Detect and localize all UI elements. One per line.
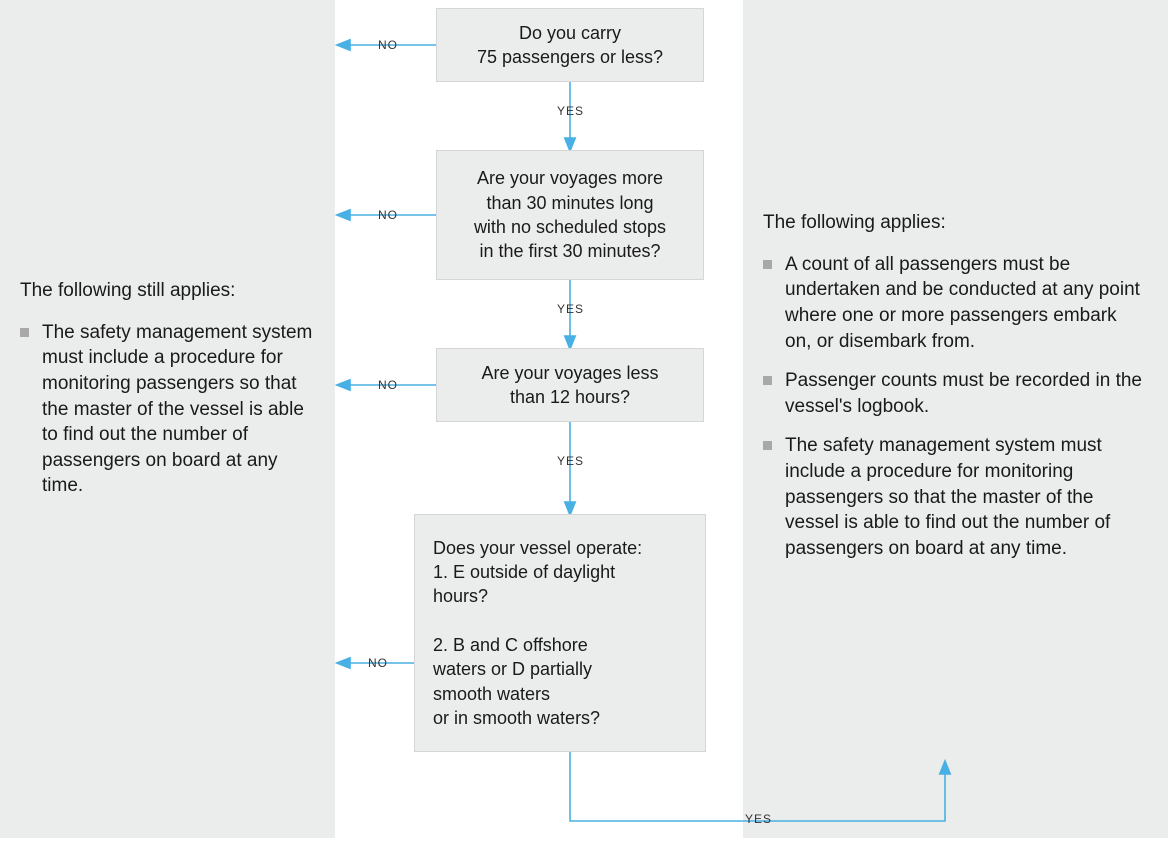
edge-label-no: NO [368, 656, 388, 670]
decision-q1: Do you carry75 passengers or less? [436, 8, 704, 82]
right-panel-item: The safety management system must includ… [763, 433, 1148, 561]
decision-q3: Are your voyages lessthan 12 hours? [436, 348, 704, 422]
right-panel-heading: The following applies: [763, 210, 1148, 236]
edge-label-yes: YES [557, 302, 584, 316]
decision-q2: Are your voyages morethan 30 minutes lon… [436, 150, 704, 280]
left-panel: The following still applies: The safety … [0, 0, 335, 838]
edge-label-no: NO [378, 208, 398, 222]
decision-text: Do you carry75 passengers or less? [477, 21, 663, 70]
decision-text: Are your voyages lessthan 12 hours? [481, 361, 658, 410]
right-panel: The following applies: A count of all pa… [743, 0, 1168, 838]
edge-label-yes: YES [745, 812, 772, 826]
edge-label-no: NO [378, 378, 398, 392]
left-panel-list: The safety management system must includ… [20, 320, 315, 499]
right-panel-item: A count of all passengers must be undert… [763, 252, 1148, 355]
decision-q4: Does your vessel operate:1. E outside of… [414, 514, 706, 752]
edge-label-no: NO [378, 38, 398, 52]
left-panel-heading: The following still applies: [20, 278, 315, 304]
edge-label-yes: YES [557, 454, 584, 468]
right-panel-list: A count of all passengers must be undert… [763, 252, 1148, 562]
edge-label-yes: YES [557, 104, 584, 118]
left-panel-item: The safety management system must includ… [20, 320, 315, 499]
decision-text: Are your voyages morethan 30 minutes lon… [474, 166, 666, 263]
right-panel-item: Passenger counts must be recorded in the… [763, 368, 1148, 419]
decision-text: Does your vessel operate:1. E outside of… [433, 536, 642, 730]
